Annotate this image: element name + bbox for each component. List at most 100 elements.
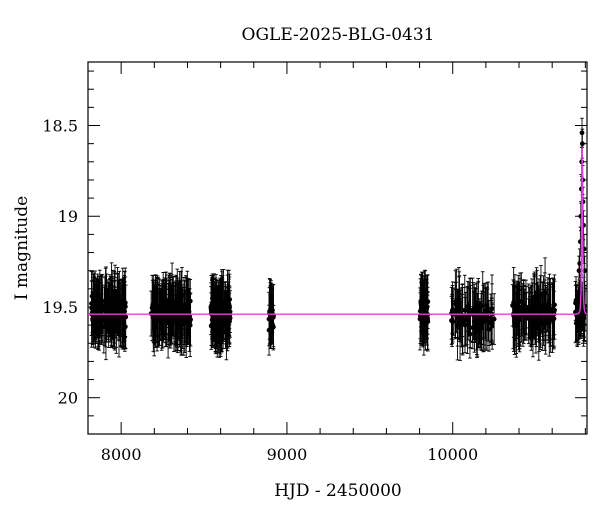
data-point [213,317,219,323]
data-point [450,308,455,314]
data-point [220,318,226,324]
data-point [512,310,518,316]
data-point [550,306,556,312]
data-point [545,301,551,307]
axis-tick-labels: 8000 9000 10000 18.5 19 19.5 20 [42,117,478,464]
data-point [515,302,521,307]
data-point [116,320,122,326]
data-point [121,314,126,320]
data-point [271,324,276,330]
data-point [529,309,535,315]
data-point [177,310,182,316]
data-point [472,319,477,325]
data-point [424,306,429,312]
data-point [268,299,274,305]
data-point [178,322,184,328]
data-point [536,297,542,303]
axis-ticks [87,62,587,435]
data-point [518,304,524,310]
data-point [467,307,473,313]
data-point [552,302,557,308]
data-point [538,293,544,298]
data-point [161,299,167,305]
data-point [463,316,469,322]
data-point [534,307,540,313]
data-point [166,301,172,306]
data-point [224,330,229,335]
data-point [181,318,187,324]
data-point [532,294,538,299]
data-point [216,301,222,307]
error-bars [89,117,587,361]
data-point [93,320,99,326]
data-point [103,300,109,306]
data-point [172,317,178,323]
data-point [209,302,215,308]
data-point [269,311,274,316]
y-axis-label: I magnitude [12,196,32,300]
data-point [175,322,180,328]
data-point [581,314,587,320]
data-point [579,141,585,147]
data-point [227,319,232,324]
data-point [576,268,582,274]
data-point [93,307,99,313]
chart-title: OGLE-2025-BLG-0431 [242,25,435,45]
data-point [548,315,554,321]
data-point [418,302,424,308]
data-point [479,325,484,331]
data-point [484,316,490,322]
x-tick-label: 9000 [267,445,308,464]
data-point [547,310,552,316]
data-point [222,302,228,308]
data-point [420,309,426,315]
data-point [579,130,585,136]
data-point [536,316,542,322]
data-point [462,307,468,313]
data-point [450,319,456,324]
data-point [543,317,549,323]
data-point [530,324,536,330]
plot-area-frame [87,61,588,435]
data-point [120,298,126,304]
data-point [456,304,462,310]
data-point [183,315,189,321]
data-point [108,319,114,325]
data-point [484,303,490,309]
data-point [513,323,519,328]
data-point [169,294,175,300]
data-point [422,293,428,298]
data-point [489,318,494,324]
data-point [530,315,536,321]
data-point [209,306,215,312]
data-point [185,309,191,315]
data-point [425,299,431,305]
data-point [458,316,464,322]
data-point [480,316,486,321]
data-points [89,130,587,337]
data-point [91,299,97,305]
data-point [111,315,116,321]
data-point [215,327,221,333]
data-point [107,300,113,306]
data-point [470,325,476,331]
data-point [489,306,495,311]
y-tick-label: 20 [58,389,78,408]
data-point [467,331,473,337]
data-point [480,303,486,309]
data-point [104,292,109,298]
data-point [157,314,163,320]
data-point [122,324,128,330]
data-point [421,319,427,325]
data-point [546,320,552,326]
x-tick-label: 10000 [427,445,478,464]
x-tick-label: 8000 [101,445,142,464]
data-point [187,298,193,304]
data-point [536,323,542,328]
data-point [99,317,104,322]
data-point [151,301,157,307]
data-point [112,304,118,310]
data-point [184,302,190,308]
data-point [543,321,549,326]
